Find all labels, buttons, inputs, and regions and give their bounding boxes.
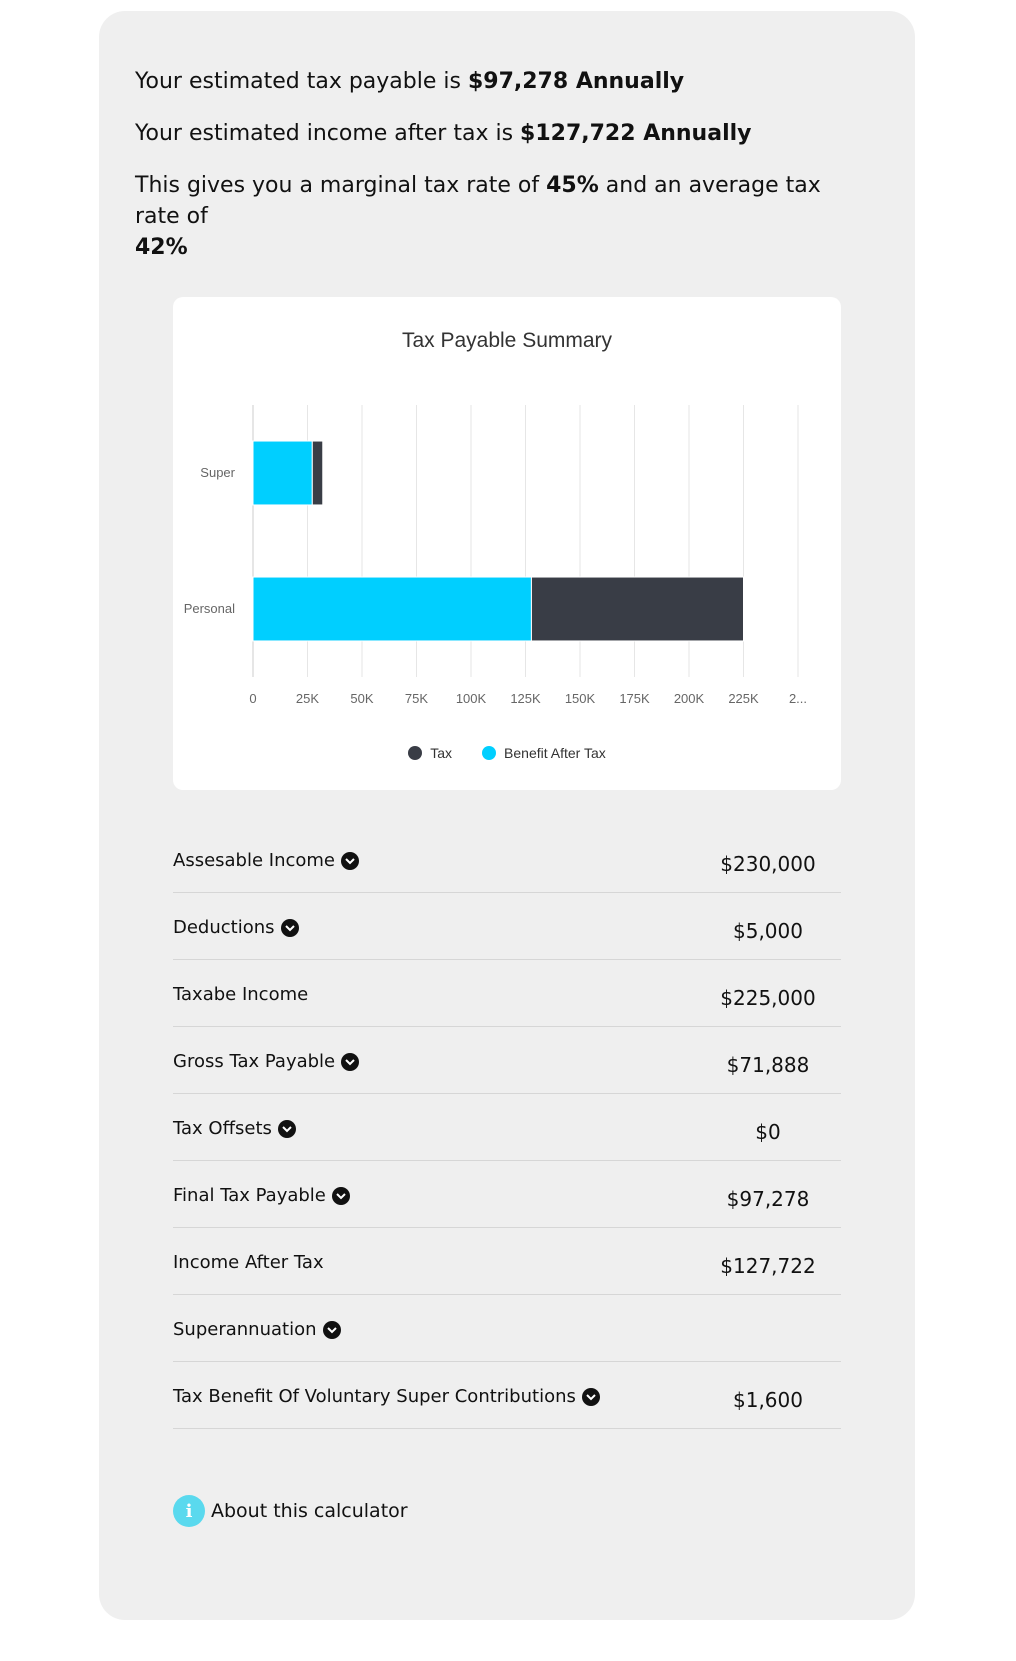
y-category-label: Super: [200, 465, 235, 480]
income-after-tax-summary: Your estimated income after tax is $127,…: [135, 121, 752, 146]
legend-label-tax: Tax: [430, 745, 453, 761]
tax-rate-summary: This gives you a marginal tax rate of 45…: [135, 173, 821, 260]
x-tick-label: 175K: [619, 691, 650, 706]
row-value: $1,600: [733, 1388, 803, 1412]
marginal-rate: 45%: [546, 173, 599, 198]
row-label: Gross Tax Payable: [173, 1051, 360, 1072]
row-label: Tax Benefit Of Voluntary Super Contribut…: [173, 1386, 600, 1407]
average-rate: 42%: [135, 235, 188, 260]
about-calculator-link[interactable]: i About this calculator: [173, 1495, 408, 1527]
about-label: About this calculator: [211, 1500, 408, 1522]
table-row[interactable]: Assesable Income $230,000: [173, 826, 841, 893]
chevron-down-icon[interactable]: [277, 1119, 296, 1138]
legend-dot-benefit: [482, 746, 497, 760]
table-row[interactable]: Tax Offsets $0: [173, 1094, 841, 1161]
row-label: Deductions: [173, 917, 299, 938]
y-category-label: Personal: [184, 601, 235, 616]
x-tick-label: 0: [249, 691, 256, 706]
info-icon: i: [173, 1495, 205, 1527]
chart-legend: Tax Benefit After Tax: [173, 745, 841, 761]
bar-segment: [252, 576, 532, 642]
table-row[interactable]: Tax Benefit Of Voluntary Super Contribut…: [173, 1362, 841, 1429]
x-tick-label: 100K: [456, 691, 487, 706]
bar-segment: [530, 576, 744, 642]
x-tick-label: 50K: [350, 691, 373, 706]
chevron-down-icon[interactable]: [341, 851, 360, 870]
row-value: $225,000: [720, 986, 816, 1010]
calculator-results-panel: [99, 11, 915, 1620]
row-label: Assesable Income: [173, 850, 360, 871]
x-tick-label: 2...: [789, 691, 807, 706]
tax-payable-amount: $97,278: [467, 69, 569, 94]
table-row: Income After Tax $127,722: [173, 1228, 841, 1295]
row-value: $230,000: [720, 852, 816, 876]
x-tick-label: 75K: [405, 691, 428, 706]
table-row[interactable]: Final Tax Payable $97,278: [173, 1161, 841, 1228]
row-value: $5,000: [733, 919, 803, 943]
chevron-down-icon[interactable]: [581, 1387, 600, 1406]
legend-dot-tax: [408, 746, 423, 760]
tax-payable-chart: 0 25K 50K 75K 100K 125K 150K 175K 200K 225K 2... Su…: [184, 405, 807, 706]
x-tick-label: 225K: [728, 691, 759, 706]
chevron-down-icon[interactable]: [322, 1320, 341, 1339]
row-value: $0: [755, 1120, 781, 1144]
table-row[interactable]: Superannuation: [173, 1295, 841, 1362]
bar-segment: [311, 440, 324, 506]
results-table: Assesable Income $230,000 Deductions $5,…: [173, 826, 841, 1429]
row-value: $71,888: [726, 1053, 810, 1077]
bar-segment: [252, 440, 313, 506]
row-value: $127,722: [720, 1254, 816, 1278]
legend-item-benefit[interactable]: Benefit After Tax: [482, 745, 606, 761]
table-row[interactable]: Deductions $5,000: [173, 893, 841, 960]
row-label: Income After Tax: [173, 1252, 324, 1273]
table-row: Taxabe Income $225,000: [173, 960, 841, 1027]
row-label: Superannuation: [173, 1319, 341, 1340]
chevron-down-icon[interactable]: [331, 1186, 350, 1205]
chart-title: Tax Payable Summary: [401, 329, 613, 352]
row-label: Tax Offsets: [173, 1118, 296, 1139]
x-tick-label: 150K: [565, 691, 596, 706]
row-label: Final Tax Payable: [173, 1185, 350, 1206]
chevron-down-icon[interactable]: [341, 1052, 360, 1071]
income-after-tax-amount: $127,722: [520, 121, 636, 146]
x-tick-label: 200K: [674, 691, 705, 706]
row-label: Taxabe Income: [173, 984, 309, 1005]
chevron-down-icon[interactable]: [280, 918, 299, 937]
row-value: $97,278: [726, 1187, 810, 1211]
x-tick-label: 125K: [510, 691, 541, 706]
table-row[interactable]: Gross Tax Payable $71,888: [173, 1027, 841, 1094]
x-tick-label: 25K: [296, 691, 319, 706]
tax-payable-chart-card: 0 25K 50K 75K 100K 125K 150K 175K 200K 225K 2... Su…: [173, 297, 841, 790]
legend-item-tax[interactable]: Tax: [408, 745, 452, 761]
tax-payable-summary: Your estimated tax payable is $97,278 An…: [135, 69, 685, 94]
legend-label-benefit: Benefit After Tax: [504, 745, 606, 761]
